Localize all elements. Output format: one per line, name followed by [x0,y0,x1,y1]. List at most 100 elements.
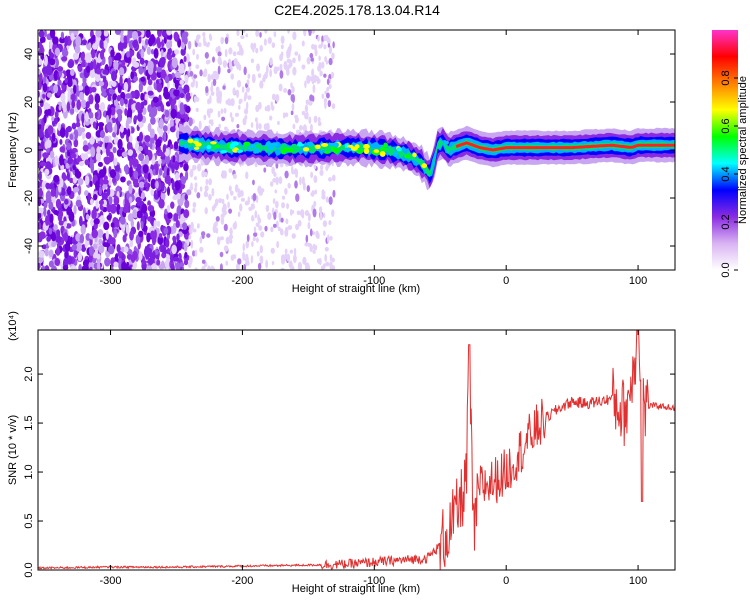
spectrogram-noise-blob [75,242,82,252]
spectrogram-noise-blob [263,167,267,173]
spectrogram-noise-blob [232,51,237,57]
spectrogram-noise-blob [149,137,154,144]
spectrogram-noise-blob [289,249,294,254]
spectrogram-noise-blob [322,212,326,219]
spectrogram-noise-blob [49,150,55,159]
spectrogram-noise-blob [237,211,241,217]
spectrogram-noise-blob [322,190,326,196]
spectrogram-noise-blob [58,210,64,218]
spectrogram-noise-blob [72,84,77,94]
spectrogram-noise-blob [321,93,325,99]
spectrogram-noise-blob [91,209,97,220]
spectrogram-noise-blob [75,233,81,242]
spectrogram-noise-blob [229,238,233,244]
spectrogram-noise-blob [229,111,233,119]
spectrogram-noise-blob [117,250,123,258]
spectrogram-noise-blob [93,193,98,201]
spectrogram-noise-blob [49,39,53,50]
spectrogram-noise-blob [228,168,233,174]
spectrogram-noise-blob [99,101,106,112]
spectrogram-ridge-highlight [330,146,337,152]
spectrogram-noise-blob [95,73,101,82]
spectrogram-noise-blob [70,93,76,102]
spectrogram-noise-blob [133,170,139,180]
spectrogram-noise-blob [312,208,317,218]
spectrogram-noise-blob [331,209,335,218]
spectrogram-noise-blob [78,215,83,227]
spectrogram-noise-blob [84,175,90,186]
spectrogram-noise-blob [38,58,43,65]
spectrogram-noise-blob [180,48,186,56]
spectrogram-noise-blob [138,153,145,162]
spectrogram-noise-blob [147,37,154,47]
spectrogram-noise-blob [199,69,203,77]
spectrogram-noise-blob [218,96,222,104]
spectrogram-noise-blob [140,76,146,82]
spectrogram-ridge-highlight [321,143,329,147]
spectrogram-noise-blob [163,35,167,44]
spectrogram-noise-blob [201,234,205,239]
spectrogram-noise-blob [85,101,90,109]
spectrogram-noise-blob [98,169,106,179]
y-tick-label: 20 [23,96,35,108]
spectrogram-noise-blob [51,132,56,142]
spectrogram-noise-blob [221,206,226,214]
spectrogram-ridge-highlight [333,142,339,148]
spectrogram-noise-blob [119,125,124,133]
spectrogram-noise-blob [53,84,59,94]
spectrogram-noise-blob [278,176,283,185]
spectrogram-noise-blob [98,81,105,87]
spectrogram-noise-blob [252,179,255,186]
x-tick-label: -200 [231,575,253,587]
spectrogram-ridge-highlight [383,142,388,148]
spectrogram-noise-blob [61,56,68,62]
spectrogram-noise-blob [192,228,197,233]
spectrogram-noise-blob [38,30,45,38]
spectrogram-noise-blob [192,48,196,56]
spectrogram-noise-blob [58,104,62,111]
spectrogram-noise-blob [69,177,74,184]
spectrogram-ridge-highlight [210,141,217,145]
spectrogram-noise-blob [253,226,257,233]
spectrogram-noise-blob [39,44,44,55]
spectrogram-noise-blob [49,30,56,39]
spectrogram-noise-blob [183,209,190,219]
colorbar-label: Normalized spectral amplitude [737,76,749,224]
spectrogram-noise-blob [59,138,63,145]
spectrogram-noise-blob [208,193,212,201]
x-tick-label: -100 [363,275,385,287]
spectrogram-noise-blob [313,175,318,183]
spectrogram-noise-blob [291,94,295,104]
spectrogram-noise-blob [124,164,129,175]
spectrogram-noise-blob [206,233,211,238]
spectrogram-noise-blob [172,235,177,242]
spectrogram-noise-blob [255,195,259,203]
spectrogram-noise-blob [113,94,117,101]
spectrogram-noise-blob [207,265,211,270]
spectrogram-noise-blob [107,107,112,116]
spectrogram-noise-blob [252,236,256,242]
spectrogram-noise-blob [247,95,252,101]
spectrogram-noise-blob [309,228,313,237]
spectrogram-noise-blob [116,244,121,253]
spectrogram-noise-blob [90,86,97,93]
spectrogram-noise-blob [142,164,149,174]
spectrogram-noise-blob [331,52,335,60]
y-tick-label: 0.0 [23,562,35,577]
spectrogram-noise-blob [38,171,42,182]
spectrogram-noise-blob [308,116,312,124]
spectrogram-noise-blob [317,116,321,123]
spectrogram-noise-blob [230,73,234,80]
spectrogram-noise-blob [273,172,277,177]
spectrogram-noise-blob [314,49,318,57]
spectrogram-noise-blob [291,233,296,239]
spectrogram-noise-blob [272,223,277,228]
spectrogram-noise-blob [264,225,268,232]
spectrogram-noise-blob [38,255,44,264]
spectrogram-noise-blob [186,189,192,196]
spectrogram-x-label: Height of straight line (km) [292,283,420,295]
spectrogram-noise-blob [185,92,192,101]
spectrogram-noise-blob [129,238,134,248]
spectrogram-noise-blob [70,153,77,159]
spectrogram-noise-blob [192,250,196,257]
